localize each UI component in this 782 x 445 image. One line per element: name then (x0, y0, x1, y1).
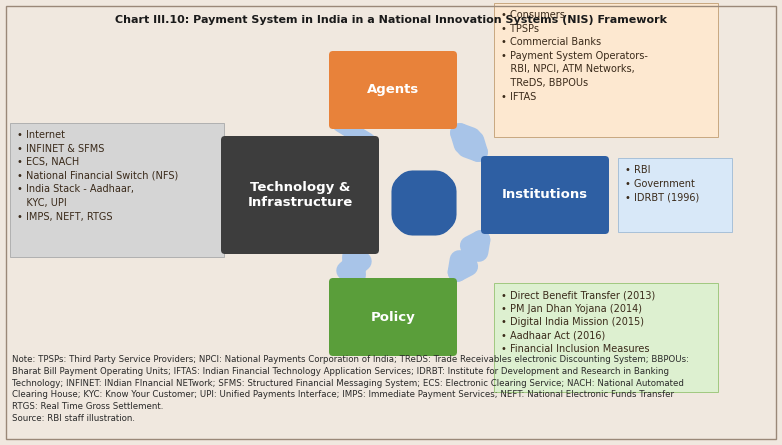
Text: Policy: Policy (371, 311, 415, 324)
Text: Chart III.10: Payment System in India in a National Innovation Systems (NIS) Fra: Chart III.10: Payment System in India in… (115, 15, 667, 25)
FancyArrowPatch shape (341, 117, 367, 148)
FancyArrowPatch shape (460, 133, 478, 152)
Bar (411, 190, 437, 216)
FancyBboxPatch shape (494, 3, 718, 137)
FancyBboxPatch shape (494, 283, 718, 392)
Text: • RBI
• Government
• IDRBT (1996): • RBI • Government • IDRBT (1996) (625, 165, 699, 202)
Text: • Consumers
• TPSPs
• Commercial Banks
• Payment System Operators-
   RBI, NPCI,: • Consumers • TPSPs • Commercial Banks •… (501, 10, 647, 101)
Text: Institutions: Institutions (502, 189, 588, 202)
Text: Note: TPSPs: Third Party Service Providers; NPCI: National Payments Corporation : Note: TPSPs: Third Party Service Provide… (12, 355, 689, 423)
Text: Technology &
Infrastructure: Technology & Infrastructure (247, 181, 353, 209)
FancyArrowPatch shape (412, 189, 436, 218)
FancyBboxPatch shape (329, 278, 457, 356)
FancyBboxPatch shape (481, 156, 609, 234)
Text: • Direct Benefit Transfer (2013)
• PM Jan Dhan Yojana (2014)
• Digital India Mis: • Direct Benefit Transfer (2013) • PM Ja… (501, 290, 655, 354)
FancyBboxPatch shape (10, 123, 224, 257)
FancyBboxPatch shape (221, 136, 379, 254)
FancyArrowPatch shape (346, 257, 362, 275)
Text: • Internet
• INFINET & SFMS
• ECS, NACH
• National Financial Switch (NFS)
• Indi: • Internet • INFINET & SFMS • ECS, NACH … (17, 130, 178, 222)
FancyArrowPatch shape (457, 240, 481, 272)
FancyBboxPatch shape (618, 158, 732, 232)
FancyArrowPatch shape (410, 191, 439, 214)
Text: Agents: Agents (367, 84, 419, 97)
FancyBboxPatch shape (329, 51, 457, 129)
